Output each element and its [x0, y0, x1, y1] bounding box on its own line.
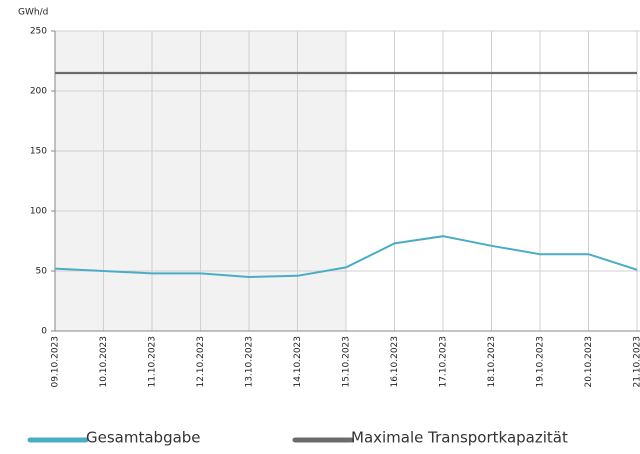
x-tick-label: 10.10.2023: [99, 336, 109, 388]
x-tick-label: 15.10.2023: [342, 336, 352, 388]
y-axis-unit: GWh/d: [18, 8, 48, 18]
x-tick-label: 12.10.2023: [196, 336, 206, 388]
x-tick-label: 09.10.2023: [51, 336, 61, 388]
x-tick-label: 13.10.2023: [245, 336, 255, 388]
y-tick-label: 150: [30, 147, 47, 157]
y-tick-label: 250: [30, 27, 47, 37]
legend-label: Maximale Transportkapazität: [351, 429, 568, 447]
y-tick-label: 100: [30, 207, 47, 217]
x-tick-label: 21.10.2023: [633, 336, 640, 388]
x-tick-label: 19.10.2023: [536, 336, 546, 388]
x-tick-label: 20.10.2023: [584, 336, 594, 388]
x-tick-label: 17.10.2023: [439, 336, 449, 388]
y-tick-label: 0: [41, 327, 47, 337]
x-tick-label: 18.10.2023: [487, 336, 497, 388]
y-tick-label: 50: [36, 267, 48, 277]
legend-label: Gesamtabgabe: [86, 429, 201, 447]
x-tick-label: 11.10.2023: [148, 336, 158, 388]
y-tick-label: 200: [30, 87, 47, 97]
series-line: [54, 235, 638, 279]
x-tick-label: 16.10.2023: [390, 336, 400, 388]
x-tick-label: 14.10.2023: [293, 336, 303, 388]
